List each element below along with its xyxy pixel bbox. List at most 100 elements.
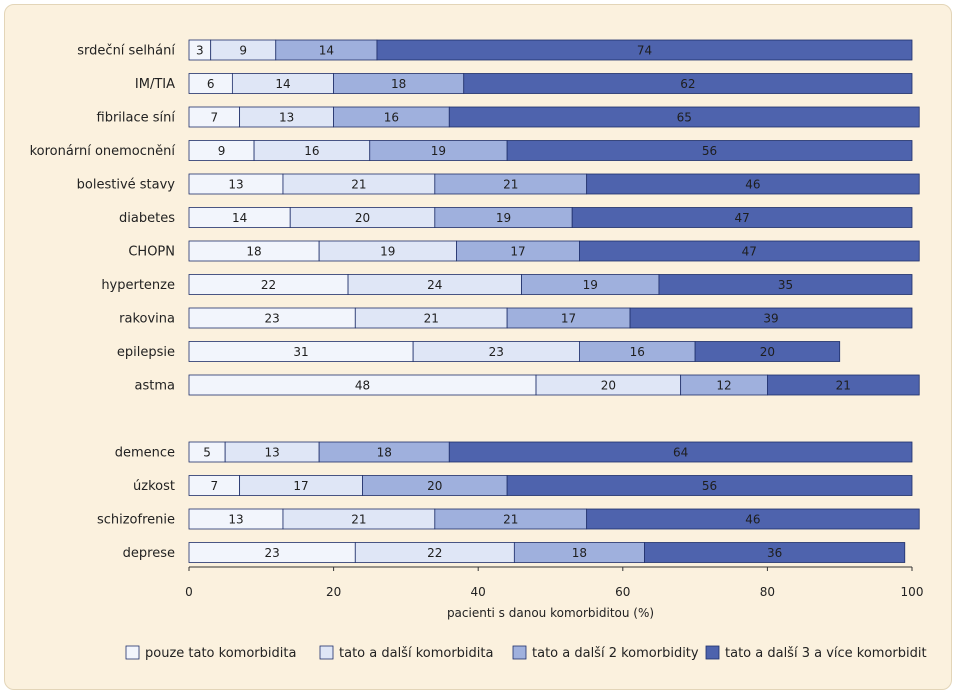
data-label: 9 [239,43,247,57]
data-label: 18 [572,546,587,560]
data-label: 21 [503,177,518,191]
category-labels-layer: srdeční selhání IM/TIA fibrilace síní koron… [30,44,176,562]
bar-segment [506,140,913,161]
category-label: deprese [123,546,175,561]
data-label: 36 [767,546,782,560]
data-label: 7 [210,110,218,124]
data-label: 6 [207,77,215,91]
data-label: 47 [734,211,749,225]
bar-segment [629,307,913,329]
category-label: demence [115,446,175,461]
category-label: hypertenze [101,278,175,293]
data-label: 16 [630,345,645,359]
x-axis: 0 20 40 60 80 100 pacienti s danou komorbidito… [185,566,924,620]
data-label: 31 [293,345,308,359]
bar-segment [767,374,920,396]
data-label: 64 [673,445,688,459]
data-label: 3 [196,43,204,57]
legend-swatch [512,645,527,660]
data-label: 19 [583,278,598,292]
data-label: 47 [742,244,757,258]
bar-segment [463,73,913,94]
data-label: 18 [377,445,392,459]
category-label: srdeční selhání [77,44,175,59]
x-tick-label: 20 [326,585,341,599]
data-label: 19 [496,211,511,225]
data-label: 12 [716,378,731,392]
bar-segment [586,173,920,195]
data-label: 13 [279,110,294,124]
category-label: schizofrenie [97,513,175,528]
data-label: 20 [427,479,442,493]
data-label: 23 [265,311,280,325]
data-label: 7 [210,479,218,493]
category-label: CHOPN [128,245,175,260]
bar-segment [694,341,841,362]
category-label: bolestivé stavy [77,178,176,193]
data-label: 39 [763,311,778,325]
bar-segment [579,240,920,262]
category-label: IM/TIA [135,77,175,92]
data-label: 14 [275,77,290,91]
data-label: 13 [265,445,280,459]
data-label: 5 [203,445,211,459]
data-label: 21 [424,311,439,325]
bars-layer [188,39,920,563]
bar-segment [586,508,920,530]
data-label: 16 [304,144,319,158]
bar-segment [658,274,913,295]
data-label: 19 [380,244,395,258]
legend-label: tato a další 3 a více komorbidit [725,646,927,661]
category-label: diabetes [119,211,175,226]
x-axis-title: pacienti s danou komorbiditou (%) [447,606,654,620]
category-label: fibrilace síní [97,111,176,126]
data-label: 21 [836,378,851,392]
data-label: 62 [680,77,695,91]
legend-label: pouze tato komorbidita [145,646,296,661]
x-tick-label: 60 [615,585,630,599]
x-tick-label: 80 [760,585,775,599]
data-label: 48 [355,378,370,392]
data-label: 46 [745,512,760,526]
bar-segment [571,207,913,228]
category-label: epilepsie [117,345,175,360]
bar-segment [644,542,906,563]
legend-swatch [125,645,140,660]
data-label: 17 [293,479,308,493]
data-label: 24 [427,278,442,292]
data-label: 14 [232,211,247,225]
x-tick-label: 100 [901,585,924,599]
data-label: 20 [760,345,775,359]
legend-label: tato a další 2 komorbidity [532,646,699,661]
data-label: 13 [228,512,243,526]
x-tick-label: 0 [185,585,193,599]
data-label: 20 [355,211,370,225]
data-label: 16 [384,110,399,124]
category-label: astma [135,379,175,394]
data-label: 46 [745,177,760,191]
category-label: úzkost [133,479,175,494]
data-label: 14 [319,43,334,57]
data-label: 23 [265,546,280,560]
bar-segment [376,39,913,61]
bar-segment [448,441,913,463]
data-label: 9 [218,144,226,158]
data-label: 21 [351,512,366,526]
legend: pouze tato komorbidita tato a další komor… [125,645,927,661]
data-label: 18 [391,77,406,91]
data-label: 17 [561,311,576,325]
data-label: 35 [778,278,793,292]
data-label: 22 [427,546,442,560]
legend-swatch [319,645,334,660]
category-label: rakovina [119,312,175,327]
x-tick-label: 40 [471,585,486,599]
data-label: 20 [601,378,616,392]
data-label: 18 [246,244,261,258]
legend-label: tato a další komorbidita [339,646,493,661]
data-label: 23 [489,345,504,359]
data-label: 56 [702,144,717,158]
bar-segment [506,475,913,496]
legend-swatch [705,645,720,660]
